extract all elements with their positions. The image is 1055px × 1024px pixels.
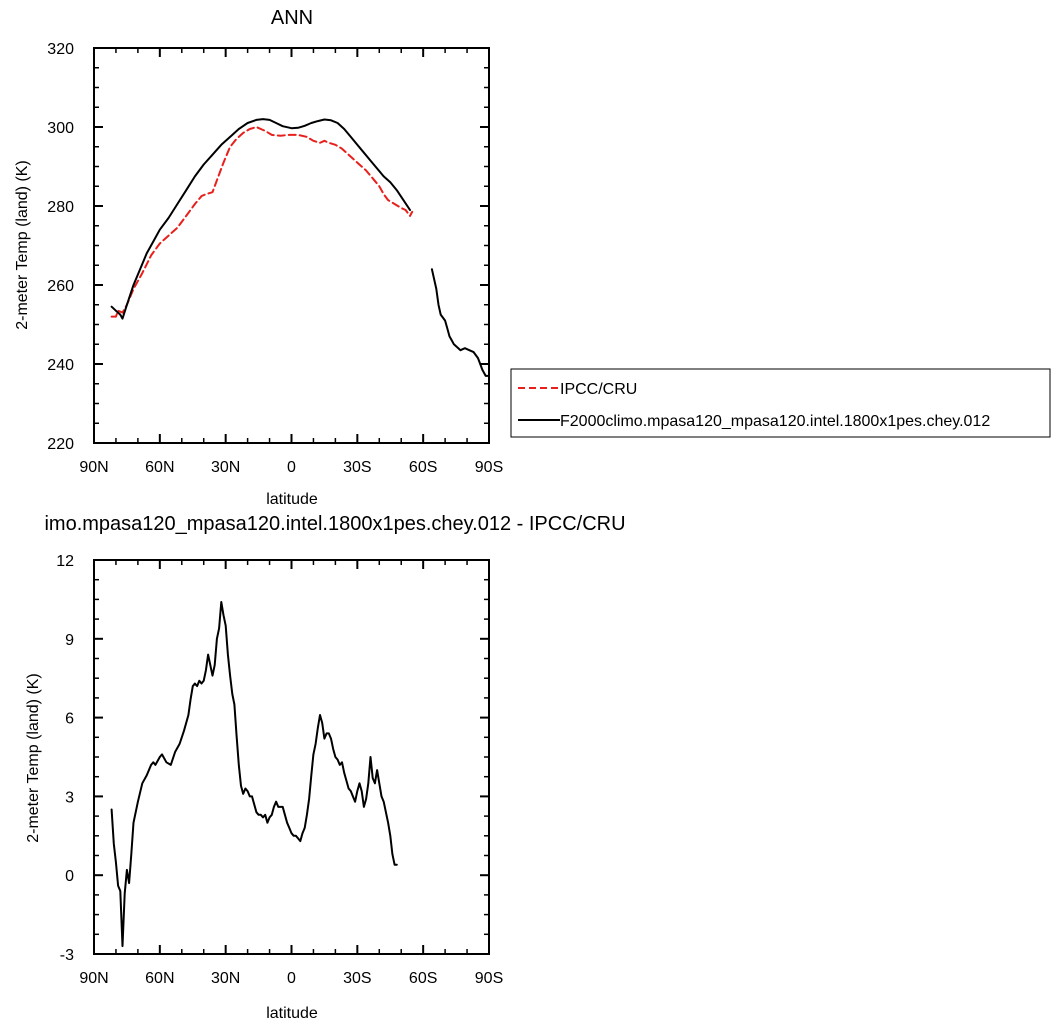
x-tick-label: 60N xyxy=(145,970,174,987)
difference-panel: imo.mpasa120_mpasa120.intel.1800x1pes.ch… xyxy=(25,513,626,1022)
legend-label-obs: IPCC/CRU xyxy=(560,381,637,398)
x-tick-label: 30S xyxy=(343,970,371,987)
x-tick-label: 90S xyxy=(475,459,503,476)
series-line-0-segment-0 xyxy=(110,126,414,318)
plot-frame xyxy=(93,559,490,955)
x-axis-label: latitude xyxy=(266,491,318,508)
y-tick-label: 6 xyxy=(65,711,74,728)
plot-axes: 90N 60N 30N 0 30S 60S 90S 220 240 260 280 300 320 xyxy=(47,41,503,476)
x-tick-label: 90N xyxy=(79,459,108,476)
y-tick-label: 320 xyxy=(47,41,74,58)
x-tick-label: 60S xyxy=(409,459,437,476)
series-line-1-segment-1 xyxy=(430,268,490,377)
series-line-1-segment-0 xyxy=(110,118,411,320)
x-tick-label: 30N xyxy=(211,459,240,476)
panel-title: ANN xyxy=(271,7,313,29)
x-tick-label: 30N xyxy=(211,970,240,987)
y-tick-label: 3 xyxy=(65,789,74,806)
plot-series xyxy=(110,601,398,948)
plot-series xyxy=(110,118,490,377)
plot-axes: 90N 60N 30N 0 30S 60S 90S -3 0 3 6 9 12 xyxy=(56,553,503,987)
legend-box xyxy=(510,368,1051,438)
y-tick-label: 280 xyxy=(47,199,74,216)
x-tick-label: 30S xyxy=(343,459,371,476)
y-axis-label: 2-meter Temp (land) (K) xyxy=(25,673,42,843)
y-axis-label: 2-meter Temp (land) (K) xyxy=(14,160,31,330)
y-tick-label: 240 xyxy=(47,357,74,374)
annual-temperature-panel: ANN 90N 60N 30N 0 30S 60S 90S 220 240 260 280 300 32… xyxy=(14,7,1051,508)
y-tick-label: 300 xyxy=(47,120,74,137)
y-tick-label: -3 xyxy=(60,947,74,964)
legend-label-model: F2000climo.mpasa120_mpasa120.intel.1800x… xyxy=(560,413,990,430)
y-tick-label: 0 xyxy=(65,868,74,885)
y-tick-label: 12 xyxy=(56,553,74,570)
panel-title: imo.mpasa120_mpasa120.intel.1800x1pes.ch… xyxy=(44,513,625,535)
x-tick-label: 60S xyxy=(409,970,437,987)
x-tick-label: 0 xyxy=(287,970,296,987)
x-tick-label: 90N xyxy=(79,970,108,987)
y-tick-label: 9 xyxy=(65,632,74,649)
x-tick-label: 0 xyxy=(287,459,296,476)
legend: IPCC/CRU F2000climo.mpasa120_mpasa120.in… xyxy=(510,368,1051,438)
series-line-0-segment-0 xyxy=(110,601,398,948)
x-axis-label: latitude xyxy=(266,1005,318,1022)
x-tick-label: 60N xyxy=(145,459,174,476)
y-tick-label: 260 xyxy=(47,278,74,295)
plot-frame xyxy=(93,47,490,444)
x-tick-label: 90S xyxy=(475,970,503,987)
y-tick-label: 220 xyxy=(47,436,74,453)
